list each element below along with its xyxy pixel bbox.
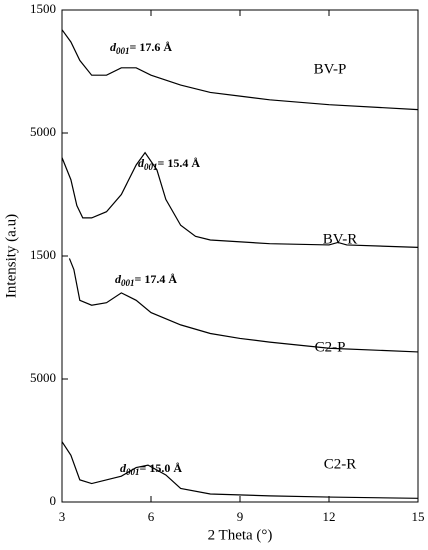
annotation-text: = 17.4 Å — [135, 272, 178, 286]
annotation-text: = 17.6 Å — [130, 40, 173, 54]
annotation-d: d — [110, 40, 117, 54]
series-label: C2-R — [324, 456, 357, 472]
series-label: C2-P — [315, 339, 346, 355]
y-tick-label: 1500 — [30, 1, 56, 16]
d-spacing-annotation: d001= 17.4 Å — [115, 272, 177, 288]
annotation-sub: 001 — [126, 467, 140, 477]
annotation-text: = 15.4 Å — [158, 156, 201, 170]
annotation-d: d — [115, 272, 122, 286]
x-tick-label: 3 — [59, 509, 66, 524]
x-tick-label: 9 — [237, 509, 244, 524]
annotation-d: d — [138, 156, 145, 170]
y-tick-label: 0 — [50, 493, 57, 508]
d-spacing-annotation: d001= 15.4 Å — [138, 156, 200, 172]
annotation-d: d — [120, 461, 127, 475]
plot-frame — [61, 9, 419, 503]
annotation-sub: 001 — [116, 46, 130, 56]
x-tick-label: 6 — [148, 509, 155, 524]
series-label: BV-R — [323, 231, 357, 247]
annotation-sub: 001 — [121, 278, 135, 288]
x-tick-label: 15 — [412, 509, 425, 524]
d-spacing-annotation: d001= 17.6 Å — [110, 40, 172, 56]
y-tick-label: 1500 — [30, 247, 56, 262]
x-axis-label: 2 Theta (°) — [208, 527, 273, 543]
series-label: BV-P — [314, 61, 347, 77]
y-axis-label: Intensity (a.u) — [3, 214, 19, 298]
y-tick-label: 5000 — [30, 370, 56, 385]
d-spacing-annotation: d001= 15.0 Å — [120, 461, 182, 477]
annotation-text: = 15.0 Å — [140, 461, 183, 475]
xrd-curve — [61, 441, 419, 499]
y-tick-label: 5000 — [30, 124, 56, 139]
annotation-sub: 001 — [144, 162, 158, 172]
xrd-curve — [61, 29, 419, 111]
xrd-curve — [68, 258, 419, 353]
x-tick-label: 12 — [323, 509, 336, 524]
xrd-curve — [61, 151, 419, 248]
